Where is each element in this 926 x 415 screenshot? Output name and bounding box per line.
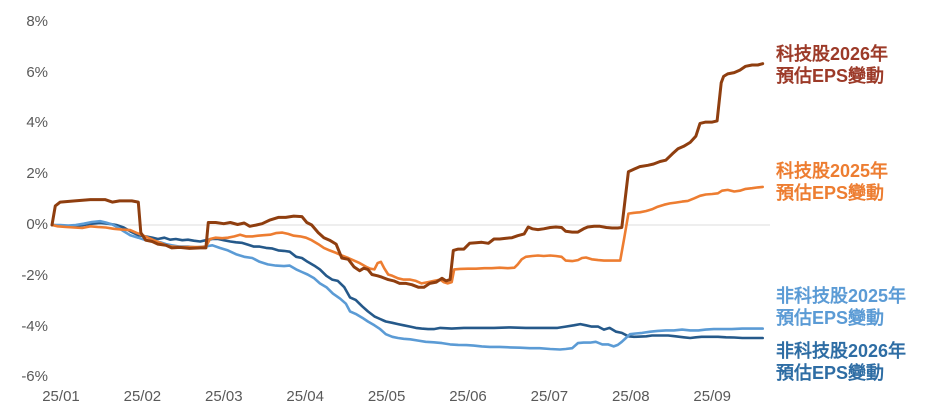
x-tick-label: 25/09	[693, 388, 731, 405]
series-line-tech-2026	[50, 62, 765, 289]
y-tick-label: 6%	[26, 63, 48, 81]
x-tick-label: 25/04	[286, 388, 324, 405]
series-line-tech-2025	[50, 185, 765, 285]
y-tick-label: -4%	[21, 317, 48, 335]
y-tick-label: 0%	[26, 216, 48, 233]
x-tick-label: 25/06	[449, 388, 487, 405]
series-label-nontech-2026: 非科技股2026年 預估EPS變動	[776, 341, 907, 383]
y-tick-label: 2%	[26, 165, 48, 183]
series-label-tech-2025: 科技股2025年 預估EPS變動	[776, 161, 889, 203]
x-tick-label: 25/05	[367, 388, 406, 405]
y-tick-label: 8%	[26, 12, 48, 30]
y-tick-label: 4%	[26, 114, 48, 132]
series-lines	[50, 62, 765, 351]
x-axis: 25/01 25/02 25/03 25/04 25/05 25/06 25/07 25/08…	[0, 388, 926, 410]
x-tick-label: 25/01	[42, 388, 80, 405]
x-tick-label: 25/02	[123, 388, 162, 405]
series-line-nontech-2026	[50, 221, 765, 340]
y-axis: 8% 6% 4% 2% 0% -2% -4% -6%	[0, 0, 48, 415]
series-line-nontech-2025	[50, 219, 765, 351]
y-tick-label: -6%	[21, 368, 48, 386]
series-label-nontech-2025: 非科技股2025年 預估EPS變動	[776, 286, 907, 328]
x-tick-label: 25/07	[530, 388, 569, 405]
x-tick-label: 25/03	[205, 388, 243, 405]
y-tick-label: -2%	[21, 266, 48, 284]
x-tick-label: 25/08	[612, 388, 650, 405]
series-label-tech-2026: 科技股2026年 預估EPS變動	[776, 44, 889, 86]
